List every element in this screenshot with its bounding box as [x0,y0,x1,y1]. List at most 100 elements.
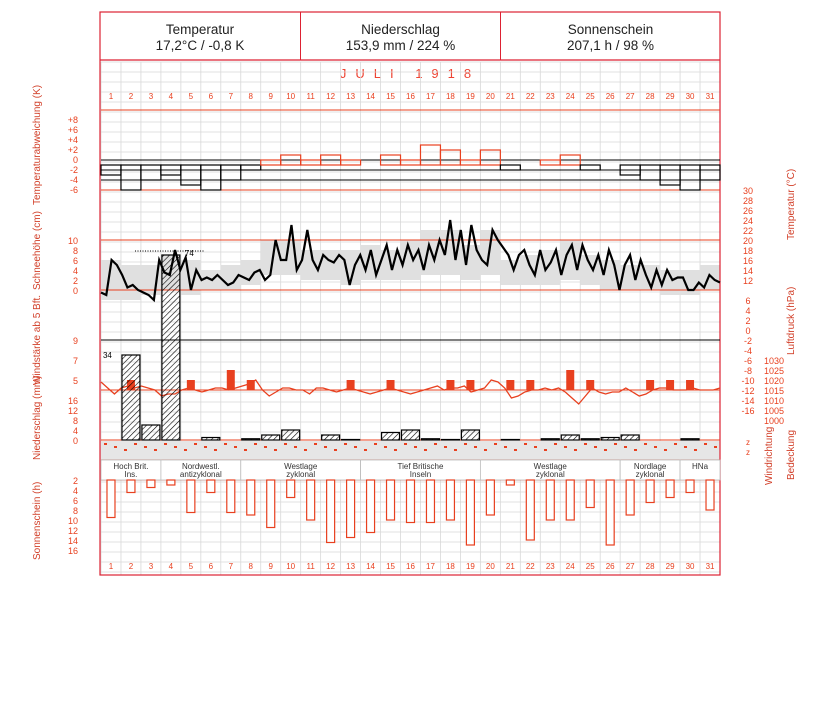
wind-dir-dot [324,446,327,448]
sunshine-bar [665,479,675,499]
wind-bar [586,380,595,390]
sunshine-bar [345,479,356,539]
day-label-top: 10 [286,92,295,101]
wind-dir-dot [434,443,437,445]
header-precipitation: Niederschlag 153,9 mm / 224 % [301,12,501,60]
temp-deviation-bar [140,164,162,181]
wind-dir-dot [424,449,427,451]
sun-tick: 10 [68,516,78,526]
weather-type-label: antizyklonal [180,470,222,479]
snow-tick: 8 [73,246,78,256]
pressure-tick: 1020 [764,376,784,386]
wind-dir-dot [704,443,707,445]
sunshine-bar [326,479,336,544]
day-label-bottom: 24 [566,562,575,571]
sunshine-bar [126,479,136,494]
precip-bar [261,434,281,441]
sun-tick: 16 [68,546,78,556]
wind-tick: 5 [73,376,78,386]
pressure-scale-tick: -12 [741,386,754,396]
wind-dir-dot [714,446,717,448]
wind-tick: 7 [73,356,78,366]
wind-dir-dot [454,449,457,451]
weather-type-label: zyklonal [286,470,315,479]
day-label-top: 23 [546,92,555,101]
wind-dir-dot [394,449,397,451]
wind-dir-dot [294,446,297,448]
wind-dir-dot [634,449,637,451]
weather-type-label: Hoch Brit. [113,462,148,471]
precip-tick: 16 [68,396,78,406]
wind-dir-dot [374,443,377,445]
day-label-top: 1 [109,92,114,101]
precip-bar [380,431,401,441]
precip-bar [281,429,301,441]
temp-deviation-bar [639,164,661,181]
wind-dir-dot [134,443,137,445]
day-label-bottom: 30 [686,562,695,571]
precip-tick: 0 [73,436,78,446]
weather-type-label: HNa [692,462,709,471]
temperature-tick: 30 [743,186,753,196]
sun-tick: 4 [73,486,78,496]
pressure-scale-tick: -6 [744,356,752,366]
day-label-top: 14 [366,92,375,101]
snow-tick: 10 [68,236,78,246]
sunshine-bar [286,479,296,499]
day-label-bottom: 22 [526,562,535,571]
pressure-tick: 1025 [764,366,784,376]
chart-title: JULI 1918 [339,66,481,81]
wind-bar [226,370,235,390]
sunshine-bar [505,479,515,486]
wind-dir-dot [354,446,357,448]
temp-deviation-bar [399,159,422,166]
day-label-bottom: 19 [466,562,475,571]
day-label-top: 12 [326,92,335,101]
temperature-tick: 28 [743,196,753,206]
sunshine-bar [365,479,376,534]
deviation-tick: 0 [73,155,78,165]
wind-dir-dot [174,446,177,448]
temp-deviation-bar [579,164,601,171]
temp-deviation-bar [220,164,242,181]
pressure-tick: 1030 [764,356,784,366]
wind-dir-dot [244,449,247,451]
day-label-bottom: 27 [626,562,635,571]
wind-dir-dot [474,446,477,448]
wind-dir-dot [614,443,617,445]
wind-dir-dot [144,446,147,448]
deviation-tick: +4 [68,135,78,145]
temp-deviation-bar [539,159,561,166]
sunshine-bar [685,479,695,494]
day-label-bottom: 2 [129,562,134,571]
sunshine-bar [565,479,575,521]
header-precipitation-title: Niederschlag [361,22,440,37]
weather-type-label: zyklonal [536,470,565,479]
temp-deviation-bar [699,164,721,181]
pressure-scale-tick: -8 [744,366,752,376]
temperature-tick: 16 [743,256,753,266]
day-label-top: 18 [446,92,455,101]
pressure-scale-tick: 2 [745,316,750,326]
day-label-top: 4 [169,92,174,101]
precip-bar [600,436,620,441]
sun-tick: 6 [73,496,78,506]
pressure-tick: 1015 [764,386,784,396]
day-label-bottom: 20 [486,562,495,571]
precip-bar [201,436,221,441]
day-label-bottom: 25 [586,562,595,571]
wind-dir-dot [164,443,167,445]
sunshine-bar [405,479,416,524]
temp-deviation-bar [120,164,142,191]
temperature-band [101,230,720,300]
weather-type-label: Inseln [410,470,431,479]
pressure-scale-tick: 0 [745,326,750,336]
day-label-bottom: 1 [109,562,114,571]
snow-tick: 2 [73,276,78,286]
day-label-top: 21 [506,92,515,101]
wind-dir-dot [624,446,627,448]
wind-dir-dot [664,449,667,451]
deviation-tick: -2 [70,165,78,175]
day-label-top: 24 [566,92,575,101]
sunshine-bar [485,479,495,516]
